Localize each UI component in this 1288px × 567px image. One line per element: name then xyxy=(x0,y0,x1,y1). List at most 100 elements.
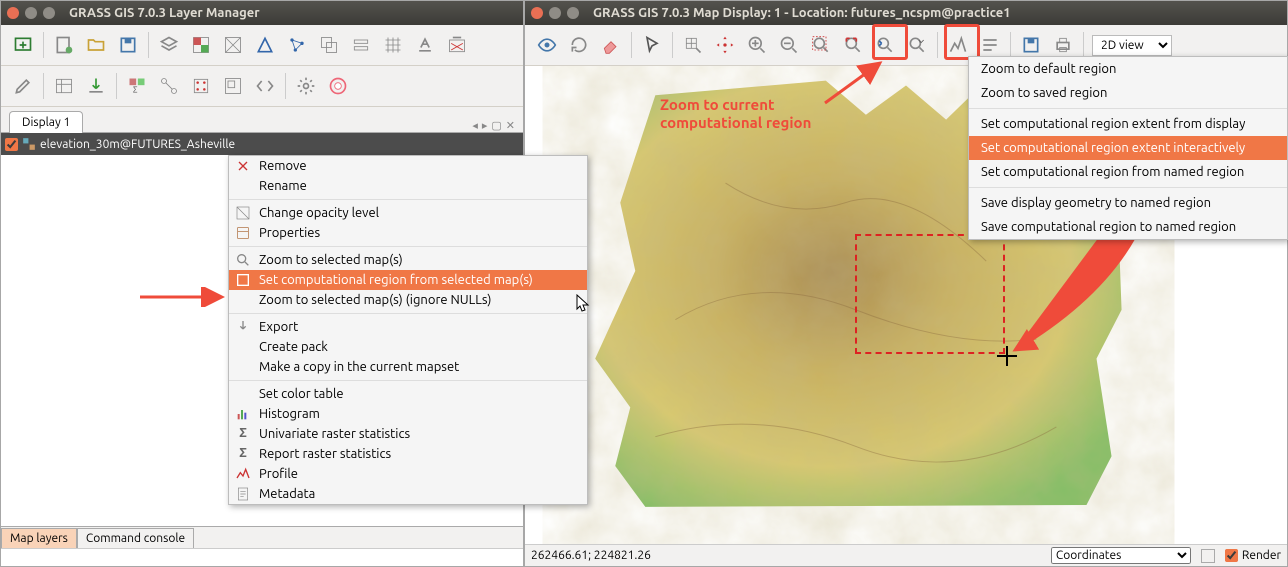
raster-calc-icon[interactable]: Σ xyxy=(123,72,151,100)
print-icon[interactable] xyxy=(1049,31,1077,59)
add-raster-icon[interactable] xyxy=(187,31,215,59)
minimize-icon[interactable] xyxy=(25,7,37,19)
tab-map-layers[interactable]: Map layers xyxy=(1,528,77,548)
zoom-last-icon[interactable] xyxy=(871,31,899,59)
open-workspace-icon[interactable] xyxy=(82,31,110,59)
ctx-report[interactable]: ΣReport raster statistics xyxy=(229,444,587,464)
region-selection-rect xyxy=(855,234,1005,354)
ctx-zoom-selected[interactable]: Zoom to selected map(s) xyxy=(229,250,587,270)
map-disp-titlebar[interactable]: GRASS GIS 7.0.3 Map Display: 1 - Locatio… xyxy=(525,1,1287,25)
add-vector-misc-icon[interactable] xyxy=(283,31,311,59)
status-progress-icon xyxy=(1201,549,1215,563)
layer-name: elevation_30m@FUTURES_Asheville xyxy=(40,138,235,151)
render-map-icon[interactable] xyxy=(533,31,561,59)
add-vector-icon[interactable] xyxy=(251,31,279,59)
modeler-icon[interactable] xyxy=(155,72,183,100)
table-icon[interactable] xyxy=(50,72,78,100)
close-icon[interactable] xyxy=(7,7,19,19)
remove-layer-icon[interactable] xyxy=(443,31,471,59)
add-layers-icon[interactable] xyxy=(155,31,183,59)
tab-prev-icon[interactable]: ◂ xyxy=(472,119,478,132)
zm-interactive[interactable]: Set computational region extent interact… xyxy=(969,136,1287,160)
tab-close-icon[interactable]: ✕ xyxy=(506,119,515,132)
crosshair-cursor-icon xyxy=(997,346,1017,366)
layer-mgr-title: GRASS GIS 7.0.3 Layer Manager xyxy=(69,6,260,20)
new-workspace-icon[interactable] xyxy=(50,31,78,59)
ctx-set-region[interactable]: Set computational region from selected m… xyxy=(229,270,587,290)
script-icon[interactable] xyxy=(251,72,279,100)
edit-vector-icon[interactable] xyxy=(9,72,37,100)
maximize-icon[interactable] xyxy=(567,7,579,19)
ctx-metadata[interactable]: Metadata xyxy=(229,484,587,504)
maximize-icon[interactable] xyxy=(43,7,55,19)
settings-icon[interactable] xyxy=(292,72,320,100)
svg-text:Σ: Σ xyxy=(133,85,138,95)
cartographic-icon[interactable] xyxy=(219,72,247,100)
zoom-options-menu: Zoom to default region Zoom to saved reg… xyxy=(968,56,1288,240)
erase-icon[interactable] xyxy=(597,31,625,59)
layer-visibility-checkbox[interactable] xyxy=(5,138,18,151)
zm-from-named[interactable]: Set computational region from named regi… xyxy=(969,160,1287,184)
add-grid-icon[interactable] xyxy=(379,31,407,59)
query-icon[interactable] xyxy=(679,31,707,59)
zm-save-comp[interactable]: Save computational region to named regio… xyxy=(969,215,1287,239)
zm-save-disp[interactable]: Save display geometry to named region xyxy=(969,191,1287,215)
minimize-icon[interactable] xyxy=(549,7,561,19)
ctx-univar[interactable]: ΣUnivariate raster statistics xyxy=(229,424,587,444)
view-mode-select[interactable]: 2D view xyxy=(1092,35,1172,56)
new-display-icon[interactable] xyxy=(9,31,37,59)
ctx-color-table[interactable]: Set color table xyxy=(229,384,587,404)
layer-context-menu: Remove Rename Change opacity level Prope… xyxy=(228,155,588,505)
map-statusbar: 262466.61; 224821.26 Coordinates Render xyxy=(525,544,1287,566)
overlay-icon[interactable] xyxy=(976,31,1004,59)
tab-command-console[interactable]: Command console xyxy=(77,528,194,548)
zm-default[interactable]: Zoom to default region xyxy=(969,57,1287,81)
add-group-icon[interactable] xyxy=(347,31,375,59)
status-mode-select[interactable]: Coordinates xyxy=(1051,547,1191,564)
add-labels-icon[interactable] xyxy=(411,31,439,59)
tab-detach-icon[interactable]: ▢ xyxy=(491,119,501,132)
display-tabstrip: Display 1 ◂ ▸ ▢ ✕ xyxy=(1,107,523,133)
analyze-icon[interactable] xyxy=(944,31,972,59)
tab-next-icon[interactable]: ▸ xyxy=(482,119,488,132)
zm-from-display[interactable]: Set computational region extent from dis… xyxy=(969,112,1287,136)
add-overlay-icon[interactable] xyxy=(315,31,343,59)
pan-icon[interactable] xyxy=(711,31,739,59)
zoom-out-icon[interactable] xyxy=(775,31,803,59)
zoom-computational-region-icon[interactable] xyxy=(839,31,867,59)
zoom-menu-icon[interactable] xyxy=(903,31,931,59)
layer-list-row[interactable]: elevation_30m@FUTURES_Asheville xyxy=(1,133,523,155)
render-checkbox[interactable] xyxy=(1225,549,1238,562)
ctx-remove[interactable]: Remove xyxy=(229,156,587,176)
ctx-export[interactable]: Export xyxy=(229,317,587,337)
render-checkbox-label[interactable]: Render xyxy=(1225,549,1281,562)
layer-mgr-footer xyxy=(1,548,523,566)
ctx-properties[interactable]: Properties xyxy=(229,223,587,243)
bottom-tabs: Map layers Command console xyxy=(1,526,523,548)
layer-mgr-toolbar-2: Σ xyxy=(1,66,523,107)
ctx-rename[interactable]: Rename xyxy=(229,176,587,196)
ctx-copy[interactable]: Make a copy in the current mapset xyxy=(229,357,587,377)
ctx-opacity[interactable]: Change opacity level xyxy=(229,203,587,223)
redraw-icon[interactable] xyxy=(565,31,593,59)
save-display-icon[interactable] xyxy=(1017,31,1045,59)
zoom-in-icon[interactable] xyxy=(743,31,771,59)
georectify-icon[interactable] xyxy=(187,72,215,100)
layer-mgr-titlebar[interactable]: GRASS GIS 7.0.3 Layer Manager xyxy=(1,1,523,25)
ctx-histogram[interactable]: Histogram xyxy=(229,404,587,424)
zoom-extent-icon[interactable] xyxy=(807,31,835,59)
ctx-create-pack[interactable]: Create pack xyxy=(229,337,587,357)
pointer-icon[interactable] xyxy=(638,31,666,59)
import-icon[interactable] xyxy=(82,72,110,100)
status-coords: 262466.61; 224821.26 xyxy=(531,549,651,562)
display-tab[interactable]: Display 1 xyxy=(9,111,83,133)
close-icon[interactable] xyxy=(531,7,543,19)
help-icon[interactable] xyxy=(324,72,352,100)
zm-saved[interactable]: Zoom to saved region xyxy=(969,81,1287,105)
add-raster-misc-icon[interactable] xyxy=(219,31,247,59)
ctx-zoom-selected-null[interactable]: Zoom to selected map(s) (ignore NULLs) xyxy=(229,290,587,310)
ctx-profile[interactable]: Profile xyxy=(229,464,587,484)
layer-mgr-toolbar-1 xyxy=(1,25,523,66)
save-workspace-icon[interactable] xyxy=(114,31,142,59)
map-disp-title: GRASS GIS 7.0.3 Map Display: 1 - Locatio… xyxy=(593,6,1011,20)
